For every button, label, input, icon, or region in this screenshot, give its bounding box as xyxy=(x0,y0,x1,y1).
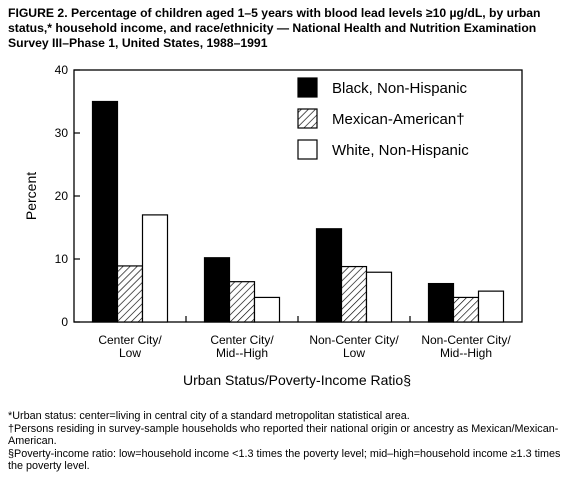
legend-label-2: Mexican-American† xyxy=(332,111,465,128)
y-tick-label: 30 xyxy=(55,126,69,140)
bar-2-1 xyxy=(116,265,144,323)
footnotes: *Urban status: center=living in central … xyxy=(8,410,578,473)
footnote-poverty-income: §Poverty-income ratio: low=household inc… xyxy=(8,447,561,473)
bar-2-2 xyxy=(228,281,256,323)
footnote-urban-status: *Urban status: center=living in central … xyxy=(8,410,410,422)
x-category-label: Non-Center City/ xyxy=(309,333,399,347)
legend-swatch-2 xyxy=(297,108,318,129)
y-tick-label: 20 xyxy=(55,189,69,203)
legend-swatch-3 xyxy=(297,139,318,160)
bar-1-2 xyxy=(203,257,231,323)
y-tick-label: 40 xyxy=(55,63,69,77)
x-category-label: Mid--High xyxy=(440,346,492,360)
x-category-label: Low xyxy=(343,346,365,360)
bars xyxy=(91,100,505,323)
legend-swatch-1 xyxy=(297,77,318,98)
bar-1-3 xyxy=(315,228,343,323)
bar-1-1 xyxy=(91,100,119,323)
y-axis-label: Percent xyxy=(23,172,39,220)
chart-title: FIGURE 2. Percentage of children aged 1–… xyxy=(8,6,541,50)
legend-label-1: Black, Non-Hispanic xyxy=(332,80,468,97)
footnote-mexican-american: †Persons residing in survey-sample house… xyxy=(8,422,559,448)
x-axis-label: Urban Status/Poverty-Income Ratio§ xyxy=(183,372,411,388)
bar-3-4 xyxy=(477,290,505,323)
y-tick-label: 10 xyxy=(55,252,69,266)
x-category-label: Low xyxy=(119,346,141,360)
x-category-label: Non-Center City/ xyxy=(421,333,511,347)
legend-label-3: White, Non-Hispanic xyxy=(332,142,469,159)
bar-2-3 xyxy=(340,265,368,323)
bar-3-1 xyxy=(141,214,169,323)
bar-3-2 xyxy=(253,296,281,323)
x-category-label: Mid--High xyxy=(216,346,268,360)
x-category-label: Center City/ xyxy=(210,333,274,347)
x-category-label: Center City/ xyxy=(98,333,162,347)
bar-1-4 xyxy=(427,282,455,323)
y-tick-label: 0 xyxy=(61,315,68,329)
bar-3-3 xyxy=(365,271,393,323)
axes: 0 10 20 30 40 xyxy=(55,63,523,329)
bar-2-4 xyxy=(452,296,480,323)
legend: Black, Non-Hispanic Mexican-American† Whit… xyxy=(297,77,469,160)
